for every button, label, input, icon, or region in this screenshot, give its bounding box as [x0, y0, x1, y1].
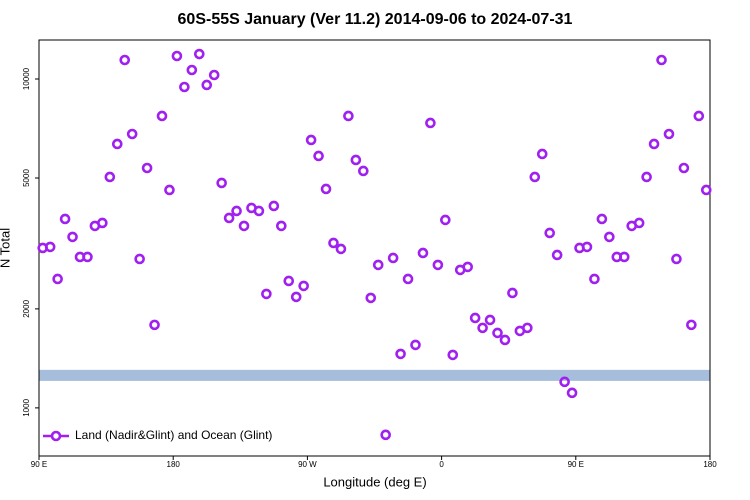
data-point	[59, 213, 71, 225]
x-tick-label: 180	[167, 460, 181, 469]
data-point	[633, 217, 645, 229]
data-point	[477, 322, 488, 334]
data-point	[208, 69, 220, 81]
data-point	[395, 348, 406, 360]
data-point	[52, 273, 63, 285]
data-point	[268, 200, 280, 212]
data-point	[410, 339, 421, 351]
data-point	[641, 171, 652, 183]
data-point	[82, 251, 93, 263]
data-point	[156, 110, 168, 122]
data-point	[290, 291, 302, 303]
x-tick-label: 90 E	[31, 460, 47, 469]
data-point	[686, 319, 697, 331]
chart-title: 60S-55S January (Ver 11.2) 2014-09-06 to…	[178, 11, 573, 28]
data-point	[648, 138, 660, 150]
data-point	[440, 214, 451, 226]
data-point	[126, 128, 138, 140]
data-point	[387, 252, 399, 264]
data-point	[186, 64, 198, 76]
data-point	[44, 241, 56, 253]
data-point	[596, 213, 608, 225]
data-point	[604, 231, 615, 243]
data-point	[164, 184, 175, 196]
data-point	[425, 117, 436, 129]
data-point	[365, 292, 377, 304]
data-point	[618, 251, 630, 263]
data-point	[566, 387, 578, 399]
data-point	[231, 205, 242, 217]
data-point	[171, 50, 183, 62]
data-point	[193, 48, 205, 60]
y-tick-label: 10000	[22, 67, 31, 90]
data-point	[447, 349, 459, 361]
data-point	[276, 220, 287, 232]
data-point	[551, 249, 563, 261]
data-point	[335, 243, 347, 255]
data-point	[589, 273, 600, 285]
data-point	[529, 171, 541, 183]
data-point	[358, 165, 369, 177]
x-axis-label: Longitude (deg E)	[323, 474, 426, 489]
data-point	[104, 171, 116, 183]
data-point	[350, 154, 362, 166]
data-point	[559, 376, 570, 388]
y-tick-label: 5000	[22, 169, 31, 187]
data-point	[119, 54, 131, 66]
data-point	[417, 247, 429, 259]
data-point	[700, 184, 712, 196]
data-point	[693, 110, 705, 122]
data-point	[305, 134, 317, 146]
data-point	[253, 205, 265, 217]
data-point	[507, 287, 518, 299]
data-point	[581, 241, 593, 253]
data-point	[97, 217, 108, 229]
data-point	[313, 150, 324, 162]
y-tick-label: 2000	[22, 299, 31, 317]
x-tick-label: 90 W	[298, 460, 317, 469]
data-point	[261, 288, 272, 300]
y-axis-label: N Total	[0, 228, 12, 268]
data-point	[522, 322, 533, 334]
y-tick-label: 1000	[22, 398, 31, 416]
data-point	[283, 275, 295, 287]
data-point	[499, 334, 511, 346]
data-point	[238, 220, 250, 232]
data-point	[671, 253, 682, 265]
data-point	[320, 183, 332, 195]
data-point	[223, 212, 235, 224]
legend-label: Land (Nadir&Glint) and Ocean (Glint)	[75, 428, 272, 442]
data-point	[328, 237, 339, 249]
data-point	[492, 327, 503, 339]
data-point	[179, 81, 190, 93]
data-point	[134, 253, 145, 265]
data-point	[201, 79, 213, 91]
data-point	[372, 259, 384, 271]
data-point	[298, 280, 309, 292]
x-tick-label: 0	[439, 460, 444, 469]
data-point	[380, 429, 391, 441]
data-point	[343, 110, 354, 122]
data-point	[678, 162, 690, 174]
data-point	[402, 273, 414, 285]
x-tick-label: 180	[703, 460, 717, 469]
plot-frame	[38, 39, 711, 457]
data-point	[141, 162, 153, 174]
data-point	[484, 314, 496, 326]
data-point	[67, 231, 78, 243]
data-point	[432, 259, 444, 271]
data-point	[216, 177, 227, 189]
data-point	[544, 227, 556, 239]
data-point	[111, 138, 123, 150]
x-tick-label: 90 E	[568, 460, 584, 469]
data-point	[656, 54, 667, 66]
legend-swatch	[50, 430, 62, 442]
data-point	[462, 261, 473, 273]
data-point	[469, 312, 481, 324]
data-point	[149, 319, 160, 331]
reference-band	[39, 369, 710, 381]
data-point	[663, 128, 675, 140]
data-point	[536, 148, 548, 160]
